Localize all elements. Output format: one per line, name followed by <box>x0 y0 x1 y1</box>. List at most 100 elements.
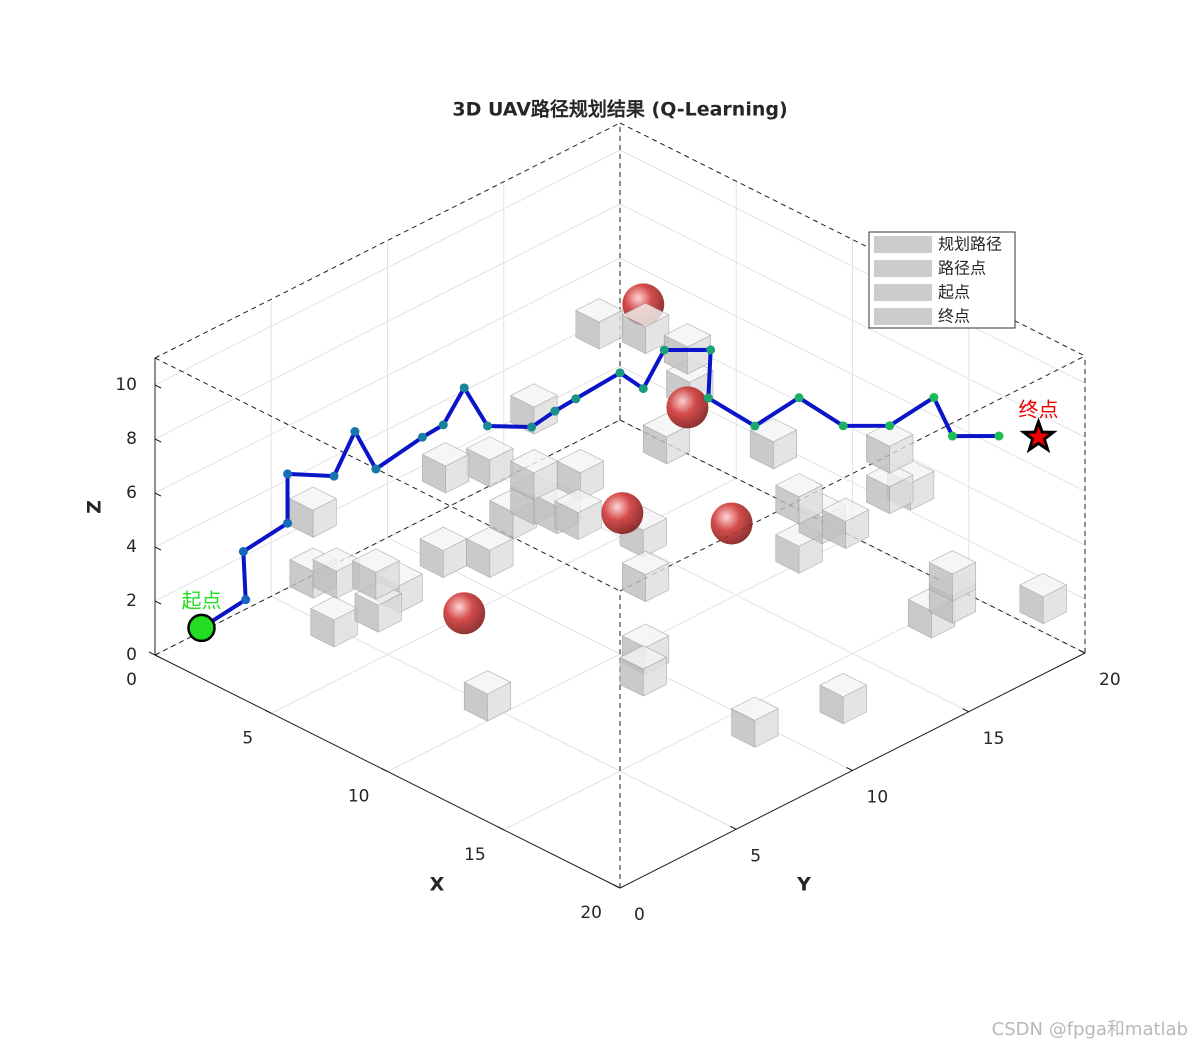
x-tick-label: 20 <box>580 903 602 923</box>
cube <box>289 486 338 538</box>
x-tick-label: 5 <box>242 728 253 748</box>
z-tick <box>154 600 162 605</box>
cube-face <box>554 488 603 513</box>
cube-face <box>819 672 868 698</box>
sphere <box>710 502 753 545</box>
cube-face <box>510 383 558 408</box>
cube-face <box>556 448 605 474</box>
cube <box>575 298 623 350</box>
grid-line <box>154 149 621 386</box>
waypoint <box>947 431 957 441</box>
cube-face <box>575 298 623 323</box>
cube <box>730 696 779 748</box>
z-tick <box>154 492 162 497</box>
box-edge <box>619 355 1086 592</box>
y-tick <box>962 708 969 713</box>
box-edge <box>619 419 1086 654</box>
obstacles <box>289 283 1068 748</box>
cube-face <box>775 473 823 498</box>
cube-face <box>351 548 400 573</box>
cube-face <box>730 696 779 721</box>
cube-face <box>465 436 514 461</box>
end-marker-core <box>1028 426 1049 446</box>
waypoint <box>571 394 581 404</box>
y-tick-label: 20 <box>1099 670 1121 690</box>
x-axis-label: X <box>430 874 445 896</box>
x-tick <box>148 651 156 656</box>
cube-face <box>821 497 870 522</box>
z-tick-label: 4 <box>126 537 137 557</box>
cube <box>554 488 603 541</box>
waypoint <box>994 431 1004 441</box>
waypoint <box>706 345 716 355</box>
z-tick <box>154 384 162 389</box>
waypoint <box>238 546 248 556</box>
sphere <box>601 492 644 535</box>
waypoint <box>459 383 469 393</box>
cube <box>619 645 668 697</box>
waypoint <box>283 469 293 479</box>
z-tick-label: 10 <box>115 375 137 395</box>
cube <box>556 448 605 501</box>
path <box>187 345 1058 643</box>
cube <box>351 548 400 600</box>
waypoint <box>615 368 625 378</box>
cube <box>928 550 977 602</box>
cube-face <box>621 550 670 575</box>
z-axis-label: Z <box>84 500 106 514</box>
cube-face <box>463 670 512 695</box>
waypoint <box>838 421 848 431</box>
axis-line <box>154 654 621 889</box>
waypoint <box>703 393 713 403</box>
watermark: CSDN @fpga和matlab <box>992 1019 1188 1040</box>
x-tick-label: 15 <box>464 845 486 865</box>
legend-label: 路径点 <box>938 259 986 278</box>
legend-label: 起点 <box>938 283 970 302</box>
waypoint <box>659 345 669 355</box>
cube <box>819 672 868 725</box>
labels: 3D UAV路径规划结果 (Q-Learning) X Y Z CSDN @fp… <box>84 98 1189 1041</box>
cube <box>621 550 670 603</box>
start-label: 起点 <box>182 588 222 612</box>
grid-line <box>154 257 621 494</box>
y-tick <box>846 767 853 771</box>
waypoint <box>885 421 895 431</box>
sphere <box>443 592 486 635</box>
z-tick <box>154 438 162 443</box>
cube <box>749 418 798 470</box>
legend-swatch <box>874 284 932 301</box>
waypoint <box>417 432 427 442</box>
legend-swatch <box>874 236 932 253</box>
y-tick-label: 15 <box>983 729 1005 749</box>
waypoint <box>371 464 381 474</box>
grid-line <box>619 149 1086 384</box>
cube <box>865 422 914 474</box>
end-label: 终点 <box>1019 398 1059 422</box>
legend-swatch <box>874 308 932 325</box>
cube <box>1019 573 1068 625</box>
x-tick-label: 0 <box>126 670 137 690</box>
cube <box>663 323 712 375</box>
cube <box>510 383 558 435</box>
cube <box>465 436 514 488</box>
waypoint <box>750 421 760 431</box>
chart-title: 3D UAV路径规划结果 (Q-Learning) <box>452 98 787 121</box>
waypoint <box>350 427 360 437</box>
z-tick-label: 2 <box>126 591 137 611</box>
cube <box>642 413 691 465</box>
sphere <box>666 386 709 429</box>
waypoint <box>438 420 448 430</box>
waypoint <box>638 384 648 394</box>
cube-face <box>621 623 670 648</box>
y-tick-label: 10 <box>867 788 889 808</box>
z-tick <box>154 546 162 551</box>
y-tick-label: 0 <box>634 905 645 925</box>
z-tick-label: 8 <box>126 429 137 449</box>
cube <box>419 526 468 579</box>
legend-label: 终点 <box>938 307 970 326</box>
waypoint <box>794 393 804 403</box>
cube-face <box>619 645 668 670</box>
y-tick-label: 5 <box>750 846 761 866</box>
cube <box>463 670 512 722</box>
